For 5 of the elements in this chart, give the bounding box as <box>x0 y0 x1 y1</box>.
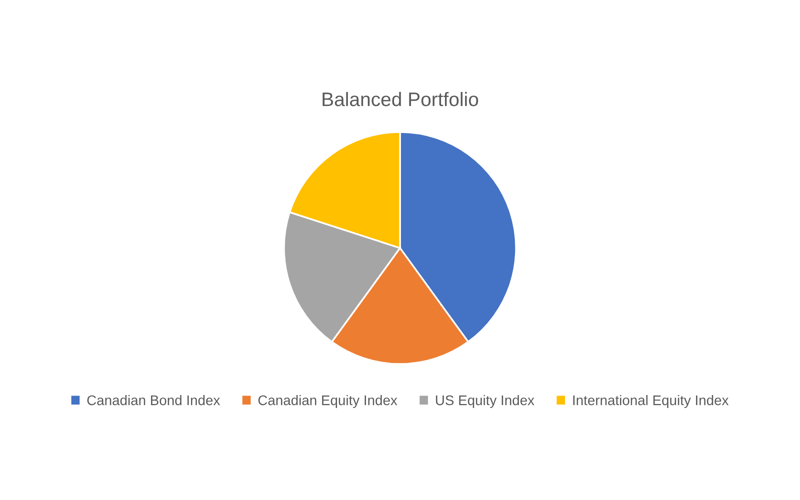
legend-label: Canadian Bond Index <box>87 395 220 406</box>
chart-title: Balanced Portfolio <box>322 92 478 106</box>
legend-label: International Equity Index <box>573 395 729 408</box>
legend-label: US Equity Index <box>436 395 534 408</box>
legend-label: Canadian Equity Index <box>258 395 398 408</box>
